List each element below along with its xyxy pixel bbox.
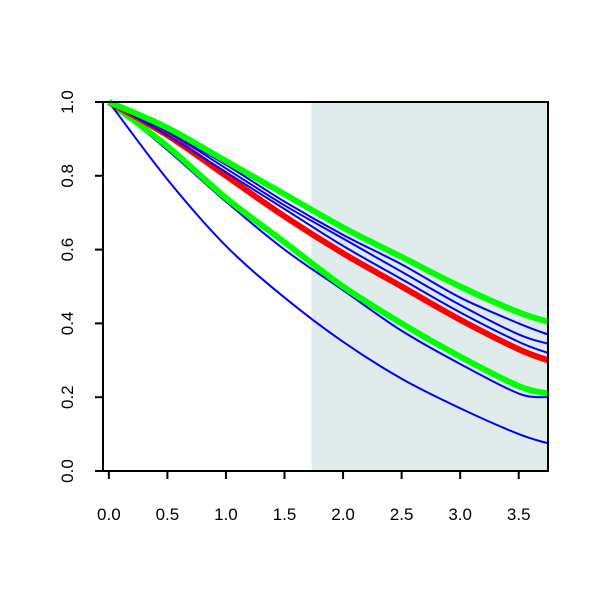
series-line-3 [108,101,549,445]
x-tick-label: 0.5 [156,505,180,524]
x-tick-label: 1.0 [214,505,238,524]
x-axis: 0.0 0.5 1.0 1.5 2.0 2.5 3.0 3.5 [97,470,548,524]
series-line-5 [108,101,549,354]
shaded-region [311,102,548,471]
series-line-2 [107,99,549,397]
x-tick-label: 3.5 [507,505,531,524]
y-tick-label: 0.2 [58,385,77,409]
y-tick-label: 0.0 [58,459,77,483]
x-tick-label: 2.5 [390,505,414,524]
x-tick-label: 0.0 [97,505,121,524]
y-tick-label: 0.6 [58,238,77,262]
y-tick-label: 0.8 [58,164,77,188]
series-layer [107,99,550,445]
series-line-7 [108,101,549,336]
y-tick-label: 0.4 [58,312,77,336]
x-tick-label: 2.0 [331,505,355,524]
x-tick-label: 1.5 [273,505,297,524]
series-line-8 [107,99,549,325]
y-axis: 0.0 0.2 0.4 0.6 0.8 1.0 [58,90,104,483]
x-tick-label: 3.0 [448,505,472,524]
y-tick-label: 1.0 [58,90,77,114]
